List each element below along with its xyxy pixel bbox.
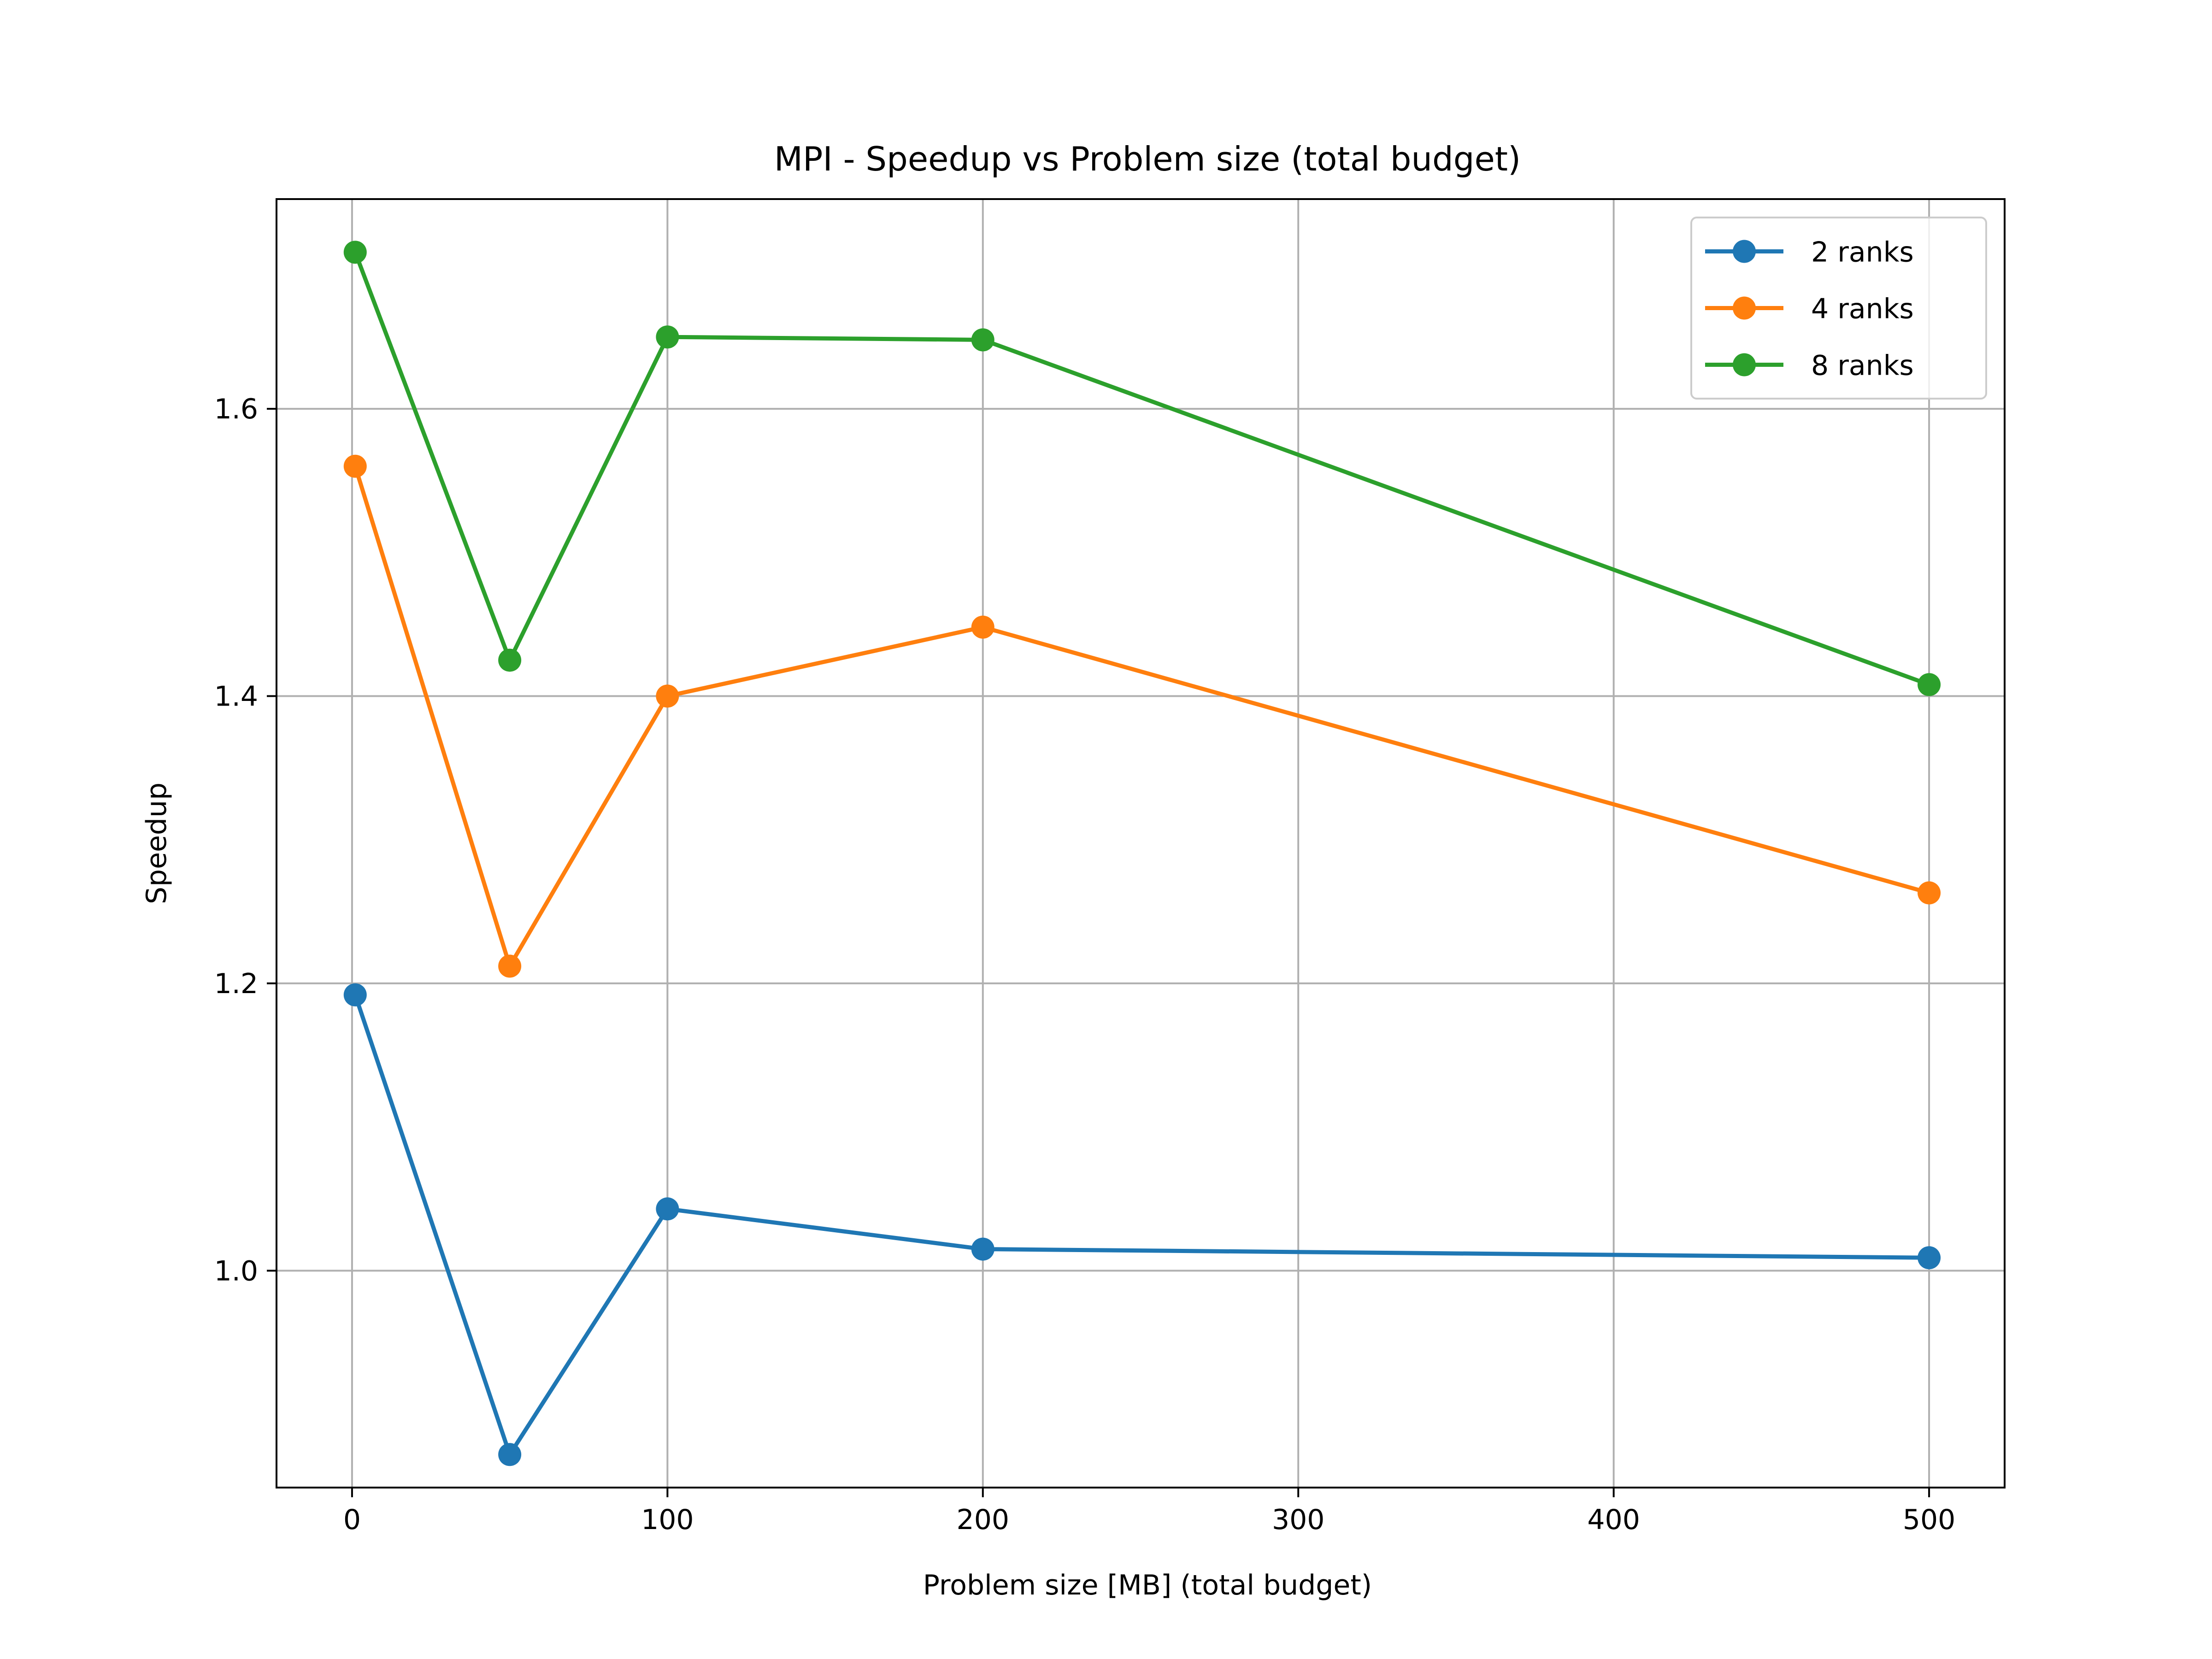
axis-ticks: 0 100 200 300 400 500 1.0 1.2 1.4 1.6 [214,393,1956,1536]
legend-marker [1733,353,1756,377]
data-point [1918,673,1941,696]
data-point [1918,1246,1941,1270]
y-axis-label: Speedup [141,782,173,904]
x-tick-label: 500 [1903,1504,1956,1536]
data-point [343,983,367,1006]
chart-title: MPI - Speedup vs Problem size (total bud… [774,140,1521,178]
legend-marker [1733,296,1756,320]
series [343,983,1941,1466]
x-tick-label: 0 [343,1504,361,1536]
legend: 2 ranks 4 ranks 8 ranks [1690,217,1987,400]
series [343,454,1941,978]
data-point [656,1197,679,1221]
x-tick-label: 200 [957,1504,1010,1536]
legend-box [1690,217,1987,400]
y-tick-label: 1.0 [214,1255,258,1287]
x-axis-label: Problem size [MB] (total budget) [923,1569,1372,1601]
data-point [498,1443,522,1466]
data-point [498,648,522,672]
legend-label: 2 ranks [1811,236,1914,269]
x-tick-label: 100 [641,1504,694,1536]
legend-marker [1733,240,1756,263]
x-tick-label: 300 [1272,1504,1325,1536]
y-tick-label: 1.6 [214,393,258,425]
data-point [971,328,994,352]
data-point [498,954,522,978]
x-tick-label: 400 [1587,1504,1640,1536]
legend-label: 4 ranks [1811,293,1914,325]
data-point [971,615,994,639]
data-point [1918,881,1941,905]
y-tick-label: 1.2 [214,968,258,1000]
series-layer [343,241,1941,1466]
data-point [656,684,679,708]
grid [276,199,2005,1488]
series [343,241,1941,696]
data-point [656,325,679,349]
data-point [343,241,367,264]
plot-frame [276,198,2006,1488]
legend-label: 8 ranks [1811,350,1914,382]
data-point [343,454,367,478]
data-point [971,1237,994,1261]
y-tick-label: 1.4 [214,681,258,713]
